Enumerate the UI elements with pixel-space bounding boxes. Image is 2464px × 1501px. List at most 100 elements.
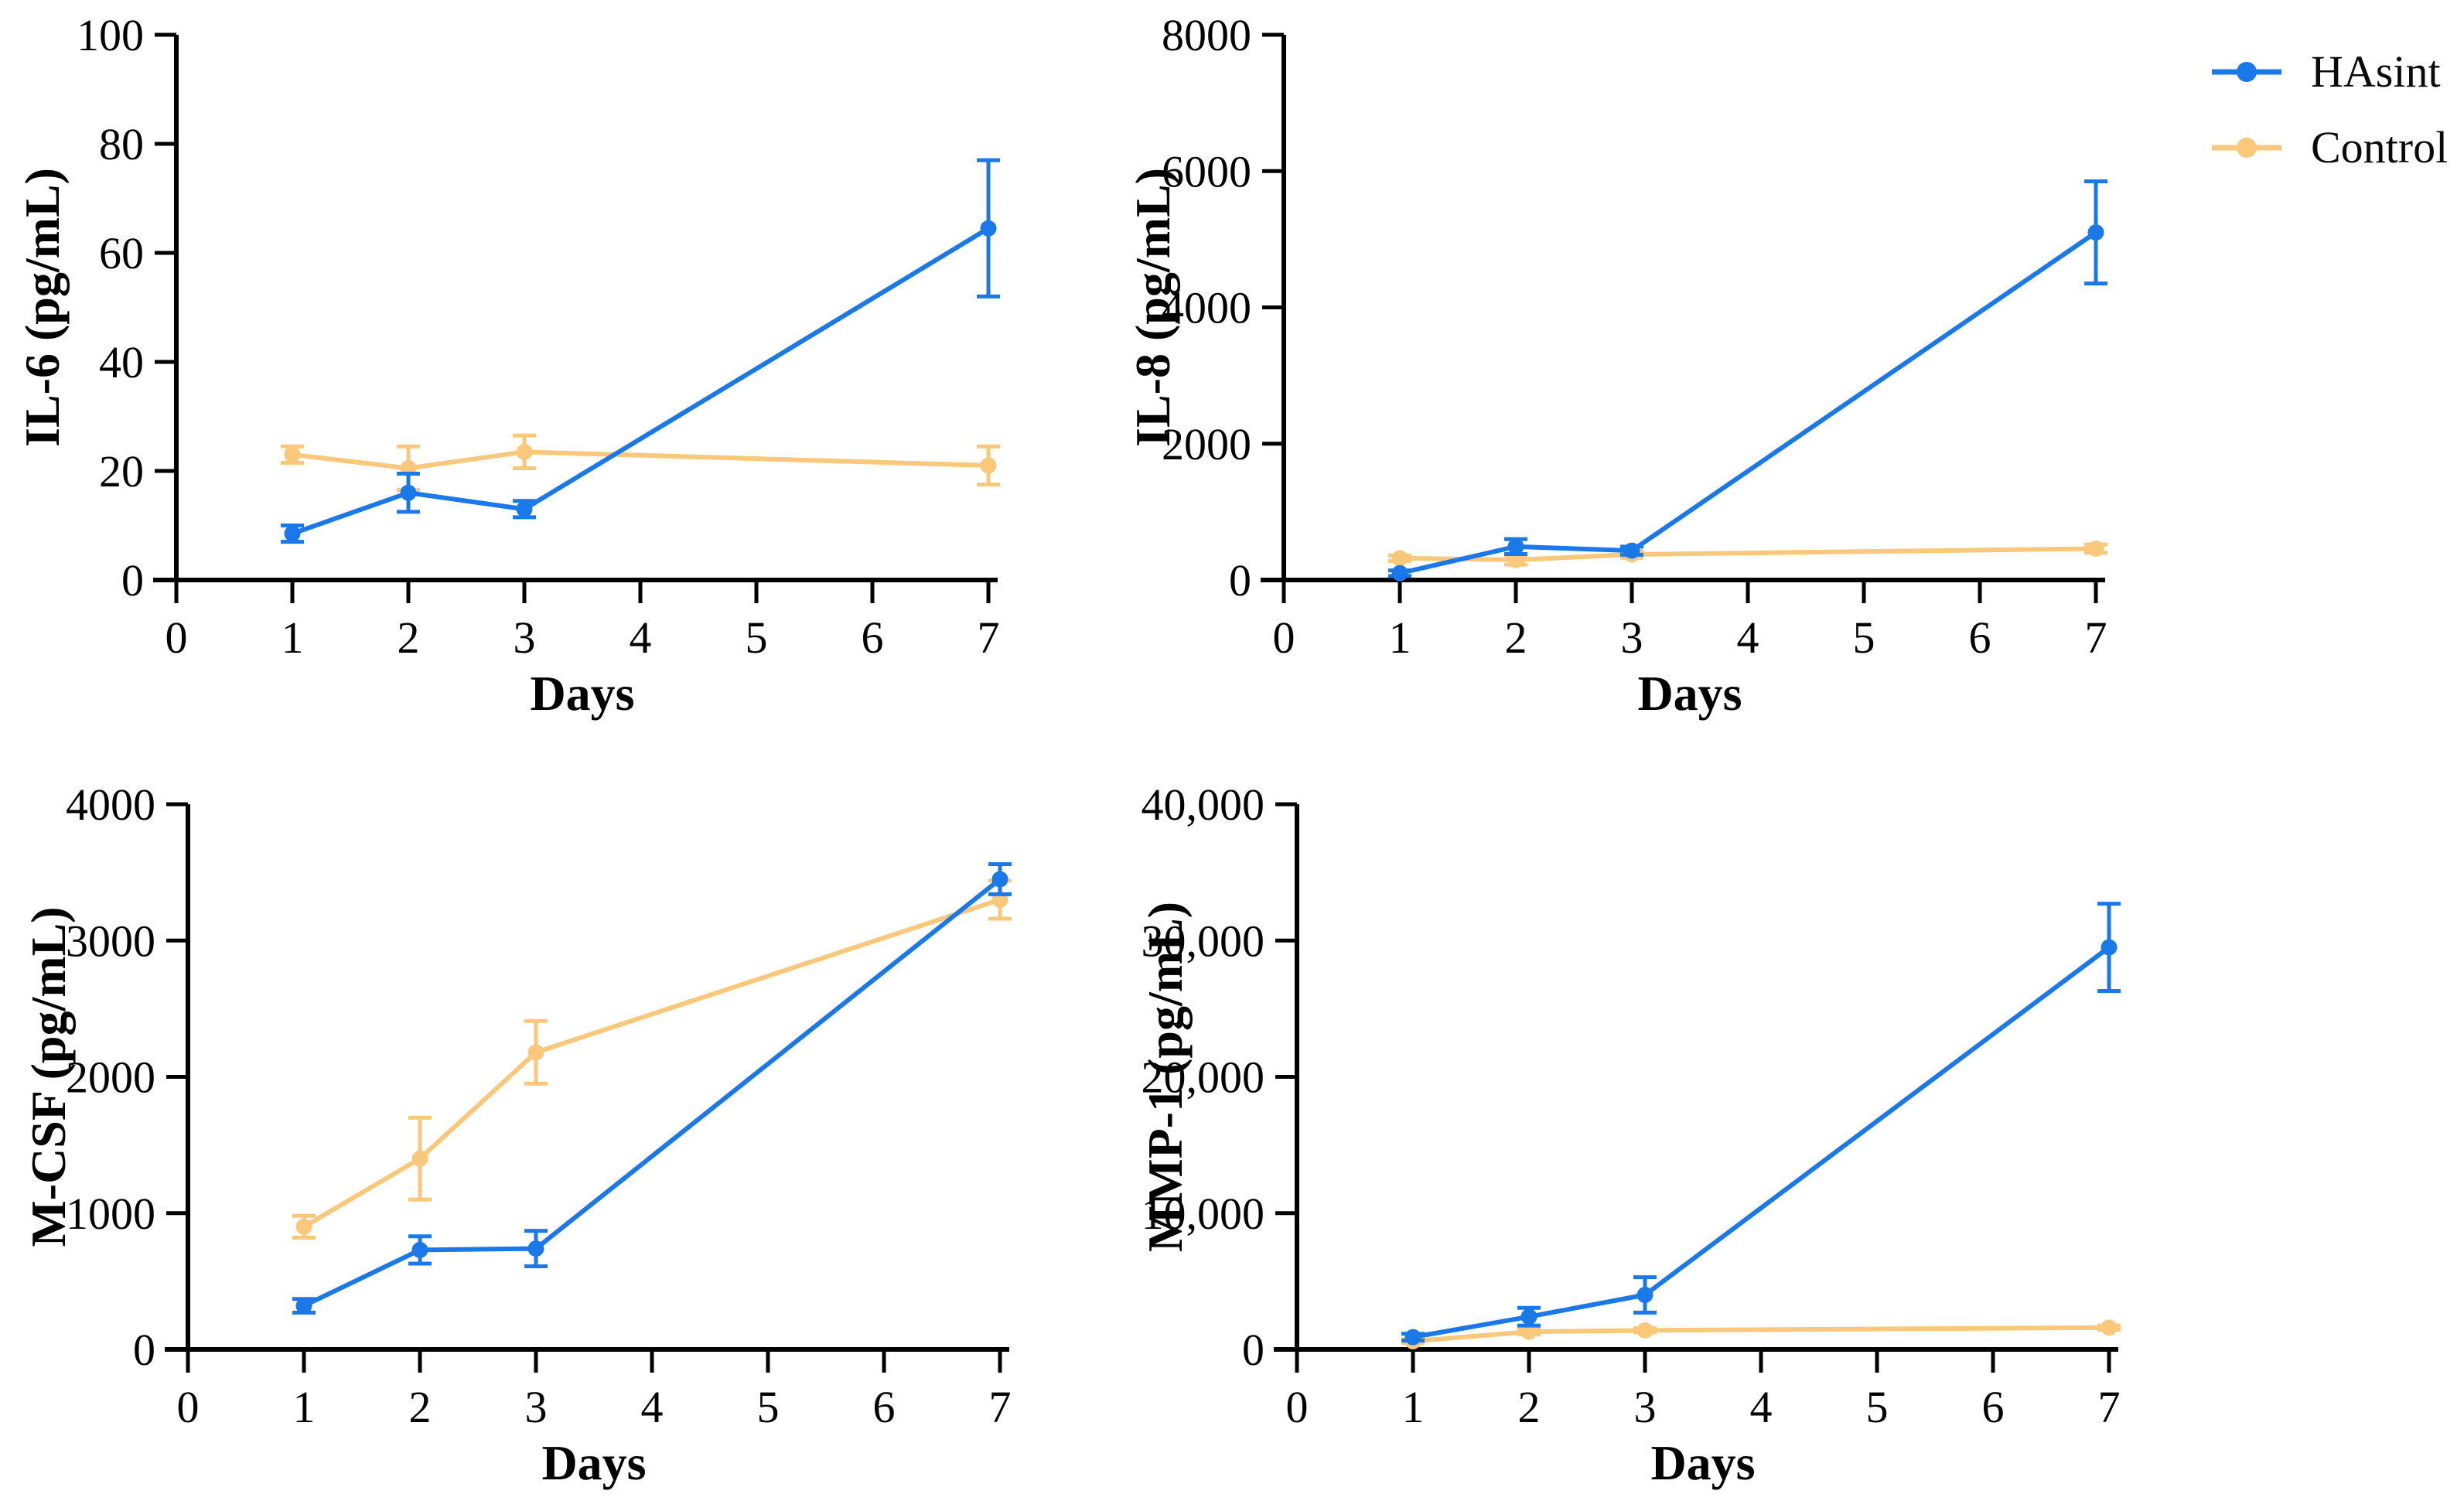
data-point-control-day7 [2087,540,2104,557]
y-tick-label: 4000 [1162,283,1251,333]
y-tick-label: 4000 [66,779,155,830]
data-point-hasint-day2 [1507,538,1524,555]
x-tick-label: 0 [177,1382,200,1432]
x-axis-title: Days [1650,1435,1755,1490]
x-tick-label: 4 [1737,612,1759,663]
y-tick-label: 60 [99,228,144,278]
data-point-hasint-day1 [284,525,301,542]
data-point-control-day2 [411,1150,428,1167]
y-tick-label: 30,000 [1142,916,1265,966]
data-point-control-day1 [295,1218,312,1235]
y-tick-label: 0 [121,555,144,606]
x-tick-label: 0 [1273,612,1295,663]
data-point-hasint-day2 [400,484,417,501]
y-axis-title: IL-6 (pg/mL) [15,168,70,447]
data-point-control-day2 [1520,1323,1537,1340]
chart-mmp1: 0 1 2 3 4 5 6 7 0 10,000 20,000 30,000 40,000 Days MMP… [1138,779,2121,1490]
chart-mcsf: 0 1 2 3 4 5 6 7 0 1000 2000 3000 4000 Days M-CSF (pg/m… [21,779,1012,1490]
x-tick-label: 4 [1750,1382,1773,1432]
x-tick-label: 6 [1969,612,1991,663]
x-tick-label: 3 [525,1382,548,1432]
data-point-hasint-day2 [411,1241,428,1258]
x-tick-label: 0 [166,612,188,663]
data-point-control-day1 [284,446,301,463]
x-tick-label: 5 [1866,1382,1889,1432]
x-axis-title: Days [1637,666,1742,721]
data-point-control-day3 [1636,1322,1653,1339]
y-tick-label: 8000 [1162,10,1251,60]
data-point-hasint-day3 [527,1240,544,1257]
y-axis-title: M-CSF (pg/mL) [21,906,76,1247]
x-tick-label: 6 [873,1382,896,1432]
y-tick-label: 0 [1229,555,1251,606]
x-tick-label: 6 [862,612,884,663]
x-axis-title: Days [541,1435,646,1490]
series-line-control [292,449,989,471]
legend-item-control: Control [2210,110,2448,186]
x-tick-label: 1 [1389,612,1411,663]
x-tick-label: 2 [1505,612,1527,663]
x-tick-label: 5 [757,1382,780,1432]
y-tick-label: 10,000 [1142,1189,1265,1239]
y-tick-label: 0 [1242,1325,1264,1375]
x-tick-label: 2 [409,1382,432,1432]
series-line-hasint [1399,230,2097,576]
data-point-hasint-day1 [1391,565,1408,582]
data-point-hasint-day1 [295,1298,312,1315]
y-tick-label: 1000 [66,1189,155,1239]
x-tick-label: 1 [293,1382,316,1432]
series-line-hasint [302,877,1002,1308]
chart-il8: 0 1 2 3 4 5 6 7 0 2000 4000 6000 8000 Days IL-8 (pg/mL… [1125,10,2107,721]
x-tick-label: 7 [989,1382,1012,1432]
data-point-hasint-day7 [991,871,1008,888]
y-tick-label: 20 [99,446,144,496]
x-tick-label: 3 [1621,612,1643,663]
y-tick-label: 6000 [1162,146,1251,196]
y-tick-label: 40,000 [1142,779,1265,830]
x-tick-label: 7 [2085,612,2107,663]
x-tick-label: 4 [630,612,652,663]
x-tick-label: 3 [514,612,536,663]
legend-label-control: Control [2311,122,2449,172]
legend-label-hasint: HAsint [2311,46,2441,97]
legend-item-hasint: HAsint [2210,34,2448,110]
series-line-control [302,897,1001,1229]
x-tick-label: 4 [641,1382,664,1432]
series-line-hasint [292,226,990,536]
y-tick-label: 40 [99,337,144,387]
x-tick-label: 7 [2098,1382,2121,1432]
y-tick-label: 0 [133,1325,155,1375]
y-tick-label: 3000 [66,916,155,966]
data-point-hasint-day7 [2101,939,2118,956]
y-tick-label: 20,000 [1142,1052,1265,1103]
chart-il6: 0 1 2 3 4 5 6 7 0 20 40 60 80 100 Days IL-6 (pg/mL) [15,10,1000,721]
data-point-control-day1 [1391,550,1408,567]
x-tick-label: 7 [978,612,1000,663]
x-tick-label: 3 [1634,1382,1657,1432]
data-point-hasint-day1 [1404,1329,1421,1346]
data-point-control-day7 [2101,1319,2118,1336]
y-axis-title: MMP-1 (pg/mL) [1138,902,1193,1252]
x-tick-label: 5 [1853,612,1875,663]
y-axis-title: IL-8 (pg/mL) [1125,168,1180,447]
series-line-hasint [1412,945,2111,1340]
y-tick-label: 80 [99,119,144,169]
hasint-line-marker-icon [2212,62,2281,82]
x-tick-label: 2 [1518,1382,1541,1432]
data-point-control-day7 [980,457,997,474]
series-line-control [1412,1325,2110,1344]
x-tick-label: 1 [1402,1382,1425,1432]
data-point-hasint-day7 [980,220,997,237]
x-tick-label: 1 [282,612,304,663]
data-point-control-day3 [516,443,533,460]
legend: HAsint Control [2210,34,2448,186]
y-tick-label: 100 [77,10,144,60]
data-point-hasint-day7 [2087,224,2104,241]
x-tick-label: 6 [1982,1382,2005,1432]
y-tick-label: 2000 [66,1052,155,1103]
data-point-hasint-day2 [1520,1308,1537,1325]
x-tick-label: 2 [398,612,420,663]
x-tick-label: 5 [746,612,768,663]
